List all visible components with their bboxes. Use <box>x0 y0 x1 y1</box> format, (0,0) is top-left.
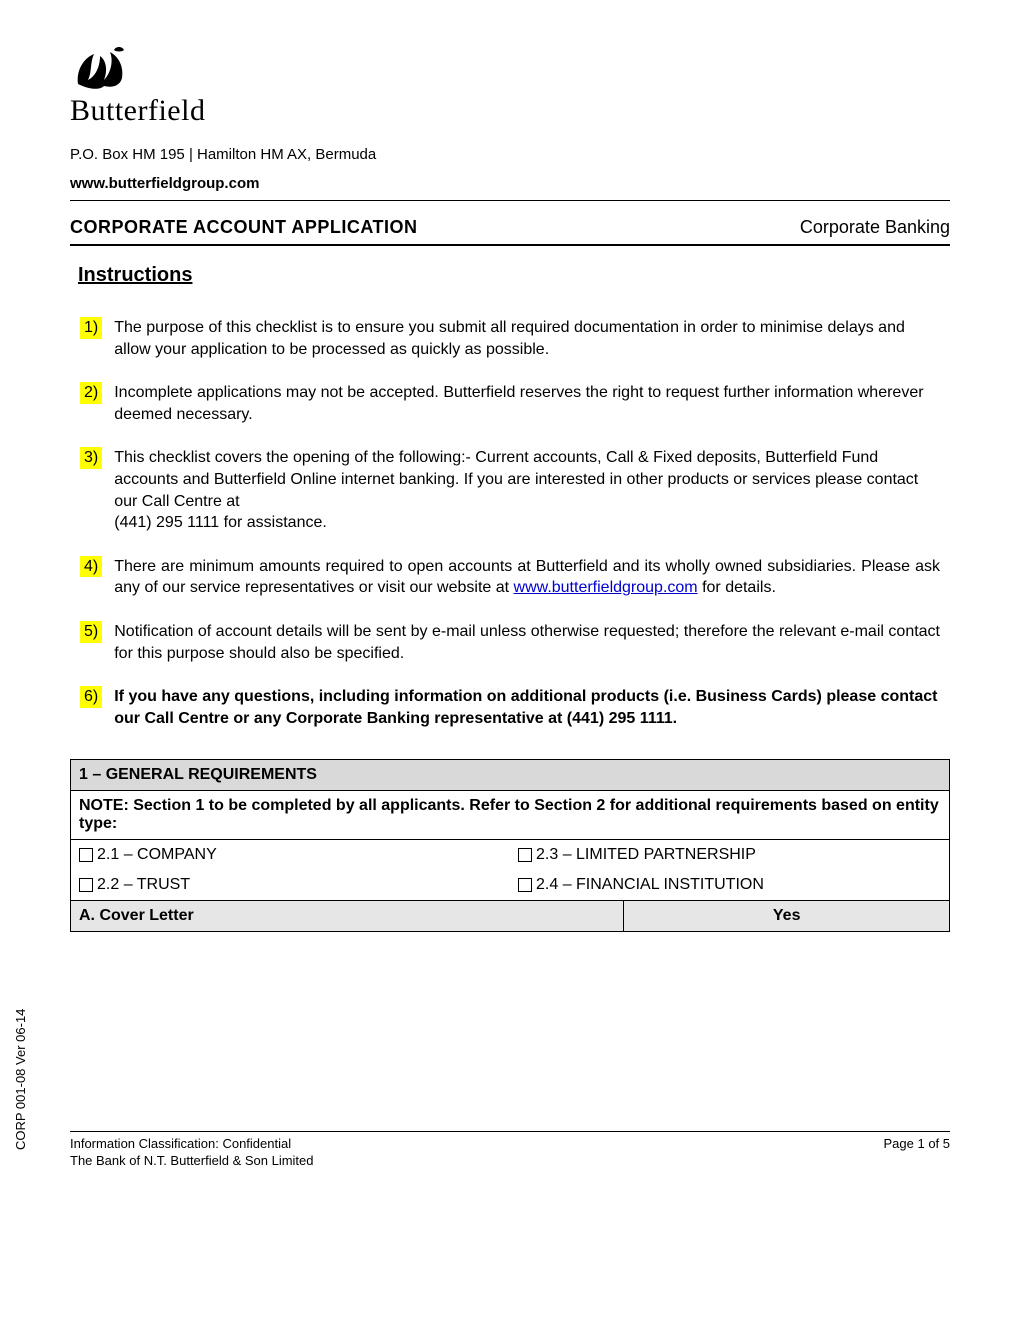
instruction-text: Notification of account details will be … <box>114 621 940 664</box>
instruction-item: 3) This checklist covers the opening of … <box>80 447 940 533</box>
checkbox-icon[interactable] <box>79 878 93 892</box>
document-title: CORPORATE ACCOUNT APPLICATION <box>70 217 418 238</box>
instruction-number: 2) <box>80 382 102 404</box>
section-heading: 1 – GENERAL REQUIREMENTS <box>71 760 950 791</box>
subsection-label: A. Cover Letter <box>71 901 624 932</box>
instruction-item: 6) If you have any questions, including … <box>80 686 940 729</box>
instructions-list: 1) The purpose of this checklist is to e… <box>70 317 950 729</box>
bank-name: The Bank of N.T. Butterfield & Son Limit… <box>70 1153 314 1170</box>
instruction-number: 1) <box>80 317 102 339</box>
entity-label: 2.2 – TRUST <box>97 876 190 894</box>
instruction-text: There are minimum amounts required to op… <box>114 556 940 599</box>
entity-label: 2.4 – FINANCIAL INSTITUTION <box>536 876 764 894</box>
section-note: NOTE: Section 1 to be completed by all a… <box>71 791 950 840</box>
document-title-row: CORPORATE ACCOUNT APPLICATION Corporate … <box>70 217 950 246</box>
instruction-text-pre: This checklist covers the opening of the… <box>114 449 918 509</box>
instruction-number: 4) <box>80 556 102 578</box>
instruction-text: If you have any questions, including inf… <box>114 686 940 729</box>
butterfield-logo-icon <box>70 40 134 92</box>
brand-address: P.O. Box HM 195 | Hamilton HM AX, Bermud… <box>70 146 950 163</box>
document-division: Corporate Banking <box>800 217 950 238</box>
checkbox-icon[interactable] <box>518 878 532 892</box>
instruction-text-post: for details. <box>698 579 776 596</box>
website-link[interactable]: www.butterfieldgroup.com <box>514 579 698 596</box>
instruction-text: The purpose of this checklist is to ensu… <box>114 317 940 360</box>
brand-name: Butterfield <box>70 94 950 128</box>
instruction-item: 2) Incomplete applications may not be ac… <box>80 382 940 425</box>
divider <box>70 200 950 201</box>
entity-option-trust[interactable]: 2.2 – TRUST <box>79 876 502 894</box>
instruction-text-line2: (441) 295 1111 for assistance. <box>114 514 327 531</box>
brand-logo-block: Butterfield <box>70 40 950 128</box>
classification-label: Information Classification: Confidential <box>70 1136 314 1153</box>
instruction-item: 1) The purpose of this checklist is to e… <box>80 317 940 360</box>
instruction-text: Incomplete applications may not be accep… <box>114 382 940 425</box>
brand-website: www.butterfieldgroup.com <box>70 175 950 192</box>
checkbox-icon[interactable] <box>79 848 93 862</box>
requirements-table: 1 – GENERAL REQUIREMENTS NOTE: Section 1… <box>70 759 950 932</box>
entity-option-limited-partnership[interactable]: 2.3 – LIMITED PARTNERSHIP <box>518 846 941 864</box>
entity-option-financial-institution[interactable]: 2.4 – FINANCIAL INSTITUTION <box>518 876 941 894</box>
instructions-heading: Instructions <box>78 264 950 287</box>
instruction-item: 5) Notification of account details will … <box>80 621 940 664</box>
instruction-number: 6) <box>80 686 102 708</box>
instruction-number: 5) <box>80 621 102 643</box>
instruction-item: 4) There are minimum amounts required to… <box>80 556 940 599</box>
page-number: Page 1 of 5 <box>884 1136 951 1170</box>
instruction-number: 3) <box>80 447 102 469</box>
entity-option-company[interactable]: 2.1 – COMPANY <box>79 846 502 864</box>
form-code: CORP 001-08 Ver 06-14 <box>13 1009 28 1150</box>
checkbox-icon[interactable] <box>518 848 532 862</box>
page-footer: Information Classification: Confidential… <box>70 1131 950 1170</box>
instruction-text: This checklist covers the opening of the… <box>114 447 940 533</box>
entity-label: 2.1 – COMPANY <box>97 846 217 864</box>
entity-label: 2.3 – LIMITED PARTNERSHIP <box>536 846 756 864</box>
yes-column-header: Yes <box>624 901 950 932</box>
